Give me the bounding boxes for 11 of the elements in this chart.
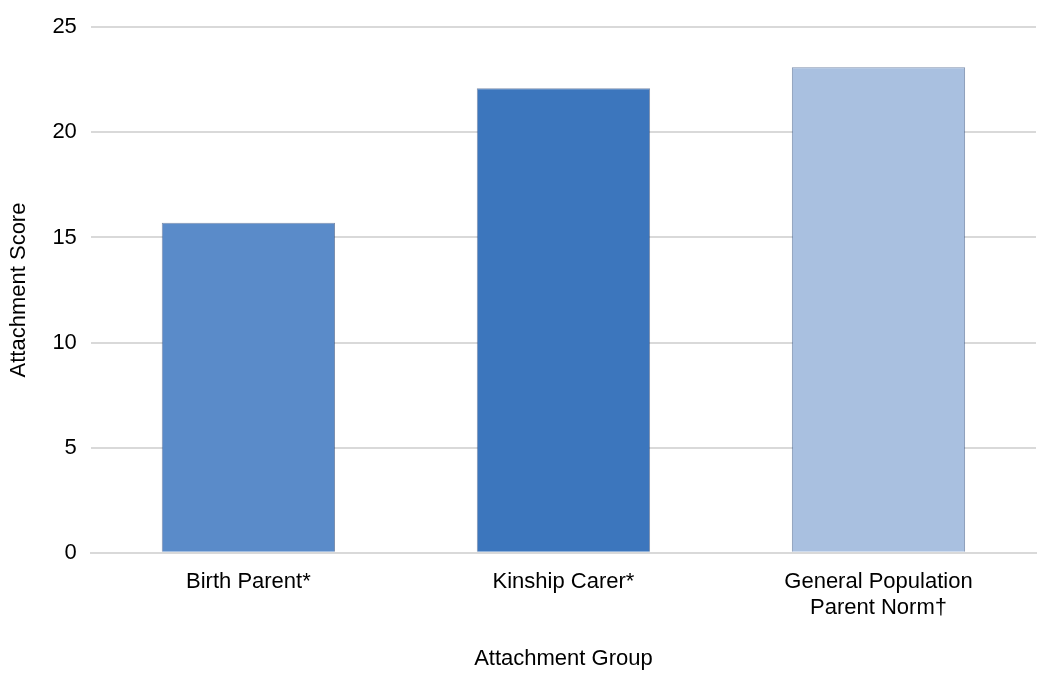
x-tick-label: General Population Parent Norm† [784,568,973,620]
y-axis-title: Attachment Score [5,202,31,378]
y-tick-label: 20 [52,118,77,144]
y-tick-label: 0 [64,538,77,564]
y-tick-label: 25 [52,13,77,39]
x-axis-title: Attachment Group [474,644,653,670]
y-tick-label: 15 [52,223,77,249]
y-tick-label: 10 [52,328,77,354]
x-tick-label: Kinship Carer* [492,568,635,594]
y-tick-label: 5 [64,433,77,459]
x-tick-label: Birth Parent* [186,568,312,594]
